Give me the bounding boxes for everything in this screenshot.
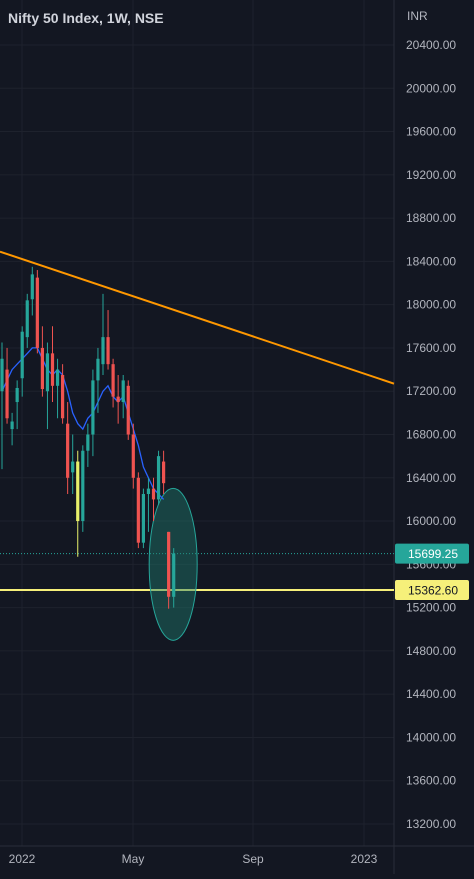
candle-body	[121, 380, 125, 403]
y-tick-label: 19200.00	[406, 168, 456, 182]
candle-body	[25, 300, 29, 338]
candle-body	[126, 385, 130, 435]
y-tick-label: 16400.00	[406, 471, 456, 485]
candle-body	[151, 488, 156, 500]
candle-body	[111, 364, 115, 397]
candle-body	[96, 358, 100, 381]
resistance-trendline	[0, 250, 395, 385]
support-price-tag-bg	[395, 580, 469, 601]
currency-label: INR	[407, 9, 428, 23]
y-tick-label: 16800.00	[406, 428, 456, 442]
candle-body	[5, 369, 9, 419]
candle-body	[71, 461, 75, 473]
candle-body	[66, 423, 70, 478]
candle-body	[15, 387, 19, 403]
y-tick-label: 13600.00	[406, 774, 456, 788]
candle-body	[91, 380, 95, 435]
x-tick-label: 2022	[9, 852, 36, 866]
candle-body	[141, 494, 145, 543]
candle-body	[146, 488, 151, 495]
y-tick-label: 17600.00	[406, 341, 456, 355]
y-tick-label: 20400.00	[406, 38, 456, 52]
candle-body	[55, 369, 60, 386]
candle-body	[35, 277, 39, 348]
candle-body	[61, 374, 65, 419]
y-tick-label: 13200.00	[406, 817, 456, 831]
candle-body	[131, 434, 135, 478]
candle-body	[81, 450, 85, 522]
y-tick-label: 18400.00	[406, 254, 456, 268]
y-tick-label: 14400.00	[406, 687, 456, 701]
moving-average-line	[1, 347, 165, 500]
candle-body	[30, 274, 34, 300]
candle-body	[172, 553, 176, 597]
candle-body	[167, 531, 171, 597]
candle-body	[40, 347, 44, 390]
candle-body	[76, 461, 80, 522]
chart-title: Nifty 50 Index, 1W, NSE	[8, 10, 164, 26]
candle-body	[116, 396, 120, 403]
candle-body	[136, 477, 140, 543]
x-tick-label: 2023	[351, 852, 378, 866]
x-tick-label: Sep	[242, 852, 264, 866]
candle-body	[162, 461, 166, 484]
y-tick-label: 18800.00	[406, 211, 456, 225]
candle-body	[20, 331, 24, 379]
y-tick-label: 19600.00	[406, 125, 456, 139]
y-tick-label: 20000.00	[406, 81, 456, 95]
candle-body	[10, 421, 14, 430]
candle-body	[156, 456, 161, 500]
candle-body	[50, 353, 55, 386]
y-tick-label: 15200.00	[406, 601, 456, 615]
y-tick-label: 14800.00	[406, 644, 456, 658]
y-tick-label: 17200.00	[406, 384, 456, 398]
candle-body	[86, 434, 90, 451]
candle-body	[45, 353, 50, 392]
candle-body	[106, 337, 110, 365]
y-tick-label: 14000.00	[406, 730, 456, 744]
candle-body	[0, 358, 4, 392]
current-price-tag-bg	[395, 543, 469, 564]
x-tick-label: May	[122, 852, 145, 866]
y-tick-label: 16000.00	[406, 514, 456, 528]
y-tick-label: 18000.00	[406, 298, 456, 312]
candle-body	[101, 337, 105, 365]
current-price-tag: 15699.25	[408, 547, 458, 561]
support-price-tag: 15362.60	[408, 584, 458, 598]
